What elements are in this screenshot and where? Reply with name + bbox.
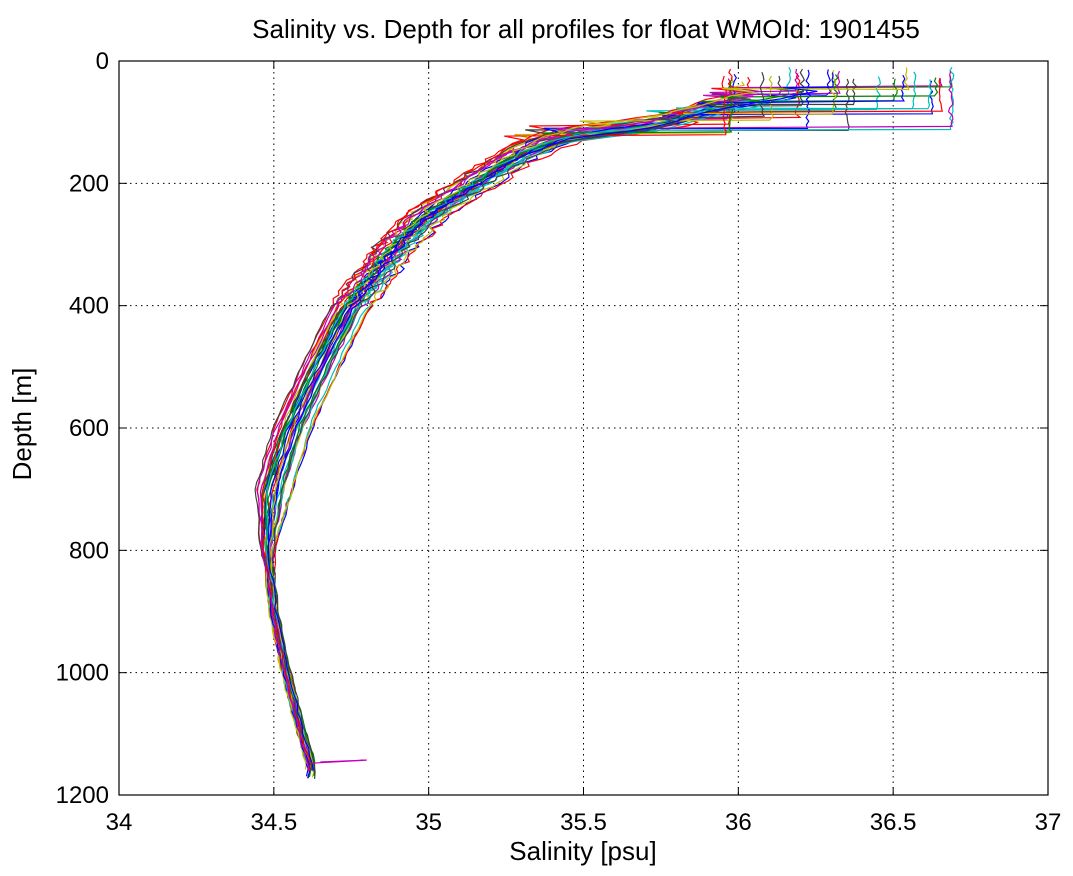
y-tick-label: 400 [69,293,109,320]
profile-line [259,68,800,772]
x-tick-label: 34 [106,809,133,836]
x-axis-label: Salinity [psu] [509,836,656,866]
profile-spike [310,759,367,764]
y-axis-label: Depth [m] [7,368,37,481]
y-tick-label: 1000 [56,660,109,687]
x-tick-label: 36.5 [870,809,917,836]
x-tick-label: 35 [415,809,442,836]
profile-line [265,79,933,769]
profile-line [267,72,834,771]
y-tick-label: 800 [69,537,109,564]
plot-area [254,66,955,779]
y-tick-label: 1200 [56,782,109,809]
profile-line [272,73,802,754]
x-tick-label: 35.5 [560,809,607,836]
y-tick-label: 200 [69,170,109,197]
x-tick-label: 36 [725,809,752,836]
y-tick-label: 0 [96,48,109,75]
profile-line [271,72,766,779]
x-tick-label: 37 [1035,809,1062,836]
profile-line [266,74,906,779]
x-tick-label: 34.5 [250,809,297,836]
y-tick-label: 600 [69,415,109,442]
ticks: 34 34.5 35 35.5 36 36.5 37 0 200 400 600 800 1000 120… [56,48,1062,836]
chart-title: Salinity vs. Depth for all profiles for … [252,14,920,44]
